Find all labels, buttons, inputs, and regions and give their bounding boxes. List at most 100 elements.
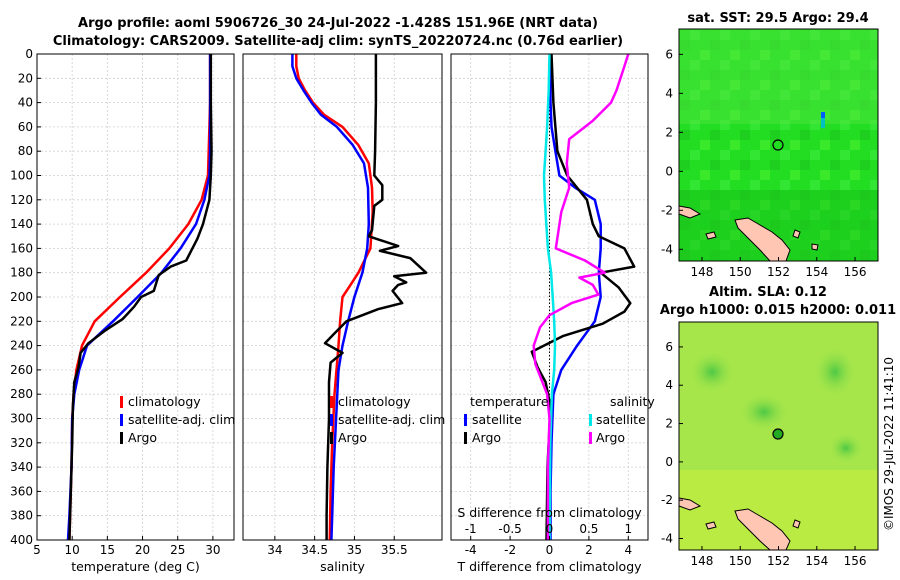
- land-island: [705, 231, 717, 240]
- sla-eddy: [828, 432, 864, 464]
- salinity-panel: 34 34.5 35 35.5 salinity: [242, 53, 443, 574]
- y-tick-label: 200: [10, 290, 33, 304]
- difference-legend: temperature salinity satellite Argo sate…: [464, 394, 655, 445]
- series-line-satellite-adj-clim: [291, 54, 371, 541]
- legend-label: satellite-adj. clim: [338, 412, 445, 427]
- legend-swatch-s-satellite: [589, 414, 592, 426]
- legend-swatch-argo: [120, 432, 123, 444]
- legend-swatch-s-argo: [589, 432, 592, 444]
- sla-map-title-line2: Argo h1000: 0.015 h2000: 0.011: [660, 303, 896, 318]
- y-tick-label: 360: [10, 484, 33, 498]
- figure-title-line1: Argo profile: aoml 5906726_30 24-Jul-202…: [78, 16, 598, 31]
- map-x-tick-label: 152: [767, 265, 790, 279]
- x-tick-label-top: 0: [546, 522, 554, 536]
- series-line-argo: [323, 54, 428, 540]
- map-x-tick-label: 154: [805, 554, 828, 568]
- legend-label: satellite: [596, 412, 646, 427]
- x-tick-label: 30: [205, 543, 220, 557]
- y-tick-label: 400: [10, 533, 33, 547]
- y-tick-label: 120: [10, 193, 33, 207]
- legend-label: Argo: [128, 430, 157, 445]
- legend-label: Argo: [596, 430, 625, 445]
- map-y-tick-label: 2: [665, 125, 673, 139]
- sst-warm-band: [679, 29, 878, 124]
- x-tick-label: 25: [170, 543, 185, 557]
- y-tick-label: 260: [10, 363, 33, 377]
- x-tick-label: 5: [33, 543, 41, 557]
- map-x-tick-label: 150: [729, 265, 752, 279]
- sst-field: [679, 29, 878, 261]
- x-tick-label: 10: [65, 543, 80, 557]
- x-tick-label: 20: [135, 543, 150, 557]
- y-tick-label: 220: [10, 314, 33, 328]
- temperature-legend: climatology satellite-adj. clim Argo: [120, 394, 235, 445]
- map-y-tick-label: 0: [665, 455, 673, 469]
- sla-map: [678, 321, 879, 551]
- y-tick-label: 60: [18, 120, 33, 134]
- land-island: [792, 519, 801, 529]
- map-y-tick-label: -2: [661, 493, 673, 507]
- y-tick-label: 100: [10, 169, 33, 183]
- legend-label: Argo: [338, 430, 367, 445]
- x-tick-label-top: 0.5: [579, 522, 598, 536]
- y-tick-label: 40: [18, 96, 33, 110]
- map-x-tick-label: 148: [691, 554, 714, 568]
- legend-title-salinity: salinity: [610, 394, 655, 409]
- series-line-t-satellite: [549, 54, 602, 540]
- x-tick-label: 35: [347, 543, 362, 557]
- map-x-tick-label: 150: [729, 554, 752, 568]
- map-y-tick-label: 4: [665, 86, 673, 100]
- x-tick-label: 2: [585, 543, 593, 557]
- y-tick-label: 80: [18, 144, 33, 158]
- legend-swatch-t-satellite: [464, 414, 467, 426]
- y-tick-label: 0: [25, 47, 33, 61]
- series-line-argo: [68, 54, 213, 541]
- legend-label: satellite: [472, 412, 522, 427]
- x-tick-label: 34.5: [301, 543, 328, 557]
- x-tick-label-top: 1: [624, 522, 632, 536]
- x-tick-label: 35.5: [381, 543, 408, 557]
- y-tick-label: 380: [10, 509, 33, 523]
- legend-label: satellite-adj. clim: [128, 412, 235, 427]
- temperature-panel: 5 10 15 20 25 30 temperature (deg C) 0 20 40 60 80 1…: [10, 47, 235, 574]
- land-coast: [734, 217, 791, 262]
- y-tick-label: 300: [10, 412, 33, 426]
- y-tick-label: 280: [10, 387, 33, 401]
- map-y-tick-label: 0: [665, 164, 673, 178]
- map-x-tick-label: 152: [767, 554, 790, 568]
- x-tick-label: 0: [546, 543, 554, 557]
- land-island: [792, 229, 801, 239]
- axes-frame: [242, 53, 443, 541]
- x-axis-label: T difference from climatology: [456, 559, 642, 574]
- y-tick-label: 20: [18, 71, 33, 85]
- map-x-tick-label: 156: [844, 554, 867, 568]
- y-tick-label: 340: [10, 460, 33, 474]
- y-tick-label: 160: [10, 241, 33, 255]
- x-tick-label: -2: [504, 543, 516, 557]
- map-x-tick-label: 154: [805, 265, 828, 279]
- sla-eddy: [813, 346, 857, 398]
- x-tick-label-top: -1: [465, 522, 477, 536]
- x-tick-label: 4: [624, 543, 632, 557]
- x-tick-label: 15: [100, 543, 115, 557]
- land-coast: [734, 508, 791, 551]
- map-y-tick-label: -4: [661, 532, 673, 546]
- difference-panel: -4 -2 0 2 4 T difference from climatology S di…: [450, 53, 649, 574]
- map-y-tick-label: -4: [661, 242, 673, 256]
- legend-title-temperature: temperature: [470, 394, 549, 409]
- x-axis-label-top: S difference from climatology: [457, 505, 642, 520]
- series-line-t-argo: [530, 53, 636, 541]
- x-tick-label: -4: [465, 543, 477, 557]
- imos-credit: ©IMOS 29-Jul-2022 11:41:10: [882, 357, 896, 531]
- x-tick-label: 34: [267, 543, 282, 557]
- legend-label: climatology: [338, 394, 411, 409]
- sst-anomaly-pixel: [821, 118, 825, 128]
- x-axis-label: temperature (deg C): [71, 559, 200, 574]
- argo-marker: [772, 428, 784, 440]
- legend-swatch-t-argo: [464, 432, 467, 444]
- legend-label: Argo: [472, 430, 501, 445]
- legend-swatch-satellite: [120, 414, 123, 426]
- sla-map-title-line1: Altim. SLA: 0.12: [709, 285, 827, 300]
- sst-map-title: sat. SST: 29.5 Argo: 29.4: [687, 11, 868, 26]
